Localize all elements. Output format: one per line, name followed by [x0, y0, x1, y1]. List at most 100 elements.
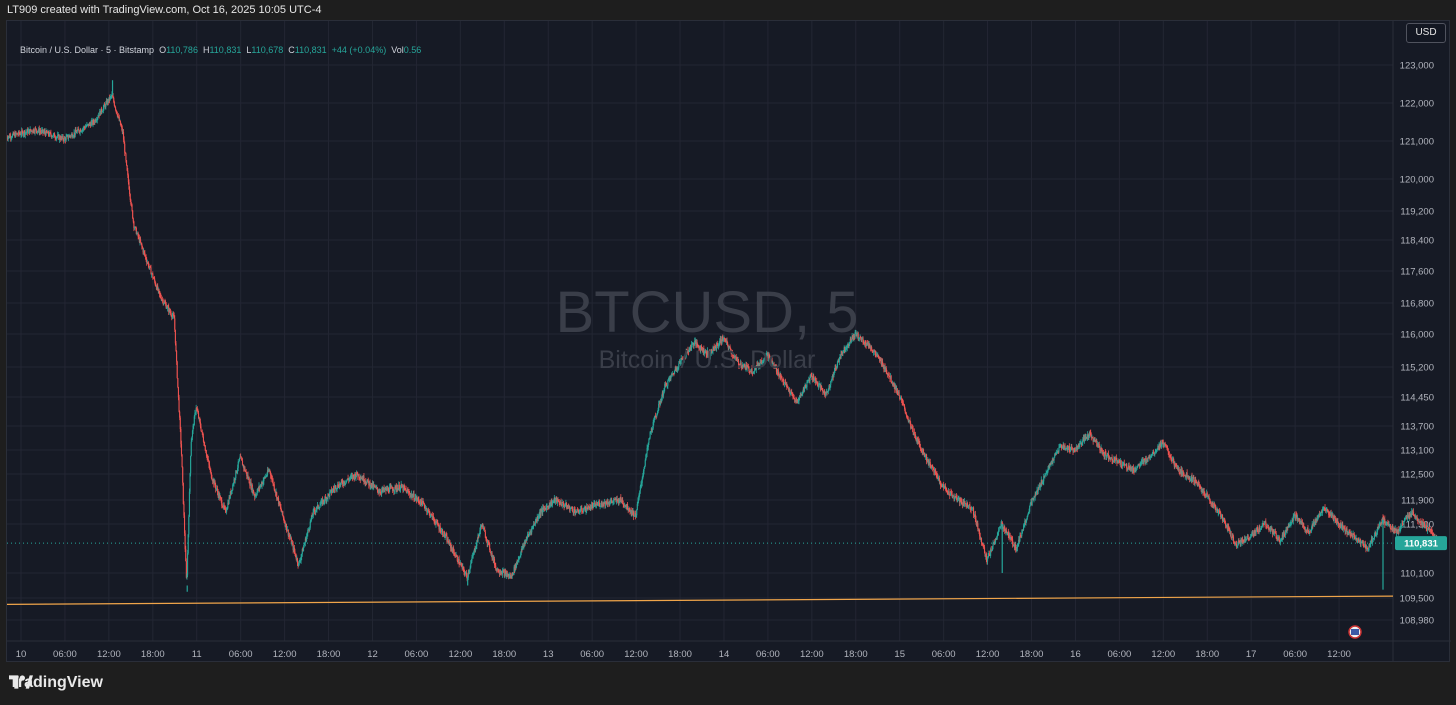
candle-body — [788, 390, 790, 392]
candle-body — [1151, 454, 1153, 457]
candle-body — [259, 485, 261, 488]
candle-body — [1201, 489, 1203, 491]
candle-body — [1162, 442, 1164, 446]
candle-body — [1203, 491, 1205, 496]
candle-body — [232, 484, 234, 490]
candle-body — [717, 344, 720, 347]
candle-body — [465, 572, 468, 576]
candle-body — [665, 383, 667, 386]
candle-body — [1196, 481, 1198, 483]
candle-body — [1015, 550, 1017, 552]
candle-body — [1013, 545, 1015, 547]
candle-body — [345, 482, 347, 484]
price-chart[interactable]: 123,000122,000121,000120,000119,200118,4… — [7, 21, 1451, 663]
candle-body — [823, 391, 825, 394]
candle-body — [445, 535, 447, 536]
candle-body — [627, 509, 629, 511]
candle-body — [1362, 541, 1364, 544]
candle-body — [694, 340, 696, 342]
candle-body — [1329, 515, 1331, 516]
time-tick-label: 18:00 — [141, 649, 165, 660]
candle-body — [1191, 476, 1193, 481]
candle-body — [1193, 477, 1195, 482]
candle-body — [1408, 515, 1410, 518]
candle-body — [233, 479, 235, 485]
time-tick-label: 06:00 — [1283, 649, 1307, 660]
candle-body — [278, 501, 280, 505]
candle-body — [54, 133, 56, 138]
candle-body — [674, 368, 676, 372]
candle-body — [1276, 538, 1278, 540]
candle-body — [1113, 457, 1115, 461]
candle-body — [1287, 527, 1289, 528]
candle-body — [137, 233, 139, 234]
candle-body — [519, 556, 521, 557]
candle-body — [677, 367, 679, 369]
candle-body — [183, 503, 185, 516]
candle-body — [428, 510, 430, 511]
candle-body — [1228, 529, 1230, 531]
candle-body — [690, 347, 692, 350]
candle-body — [1124, 464, 1126, 466]
candle-body — [386, 488, 388, 491]
candle-body — [1376, 527, 1379, 532]
candle-body — [52, 136, 54, 138]
candle-body — [1323, 507, 1325, 509]
candle-body — [123, 139, 125, 144]
candle-body — [1052, 459, 1055, 461]
candle-body — [852, 336, 854, 340]
candle-body — [1056, 451, 1058, 453]
candle-body — [1029, 503, 1031, 506]
candle-body — [987, 557, 989, 562]
currency-button[interactable]: USD — [1406, 23, 1446, 43]
candle-body — [853, 335, 855, 340]
candle-body — [633, 511, 635, 517]
price-tick-label: 111,900 — [1401, 496, 1434, 507]
candle-body — [592, 505, 594, 508]
candle-body — [1161, 440, 1163, 445]
candle-body — [1266, 527, 1268, 528]
candle-body — [720, 339, 722, 343]
candle-body — [932, 467, 934, 469]
candle-body — [942, 484, 944, 486]
candle-body — [265, 476, 267, 478]
candle-body — [1042, 481, 1044, 484]
candle-body — [486, 539, 488, 541]
candle-body — [961, 501, 963, 504]
candle-body — [44, 133, 46, 136]
chart-frame[interactable]: 123,000 122,000 121,000 120,000 119,200 118,4… — [6, 20, 1451, 663]
candle-body — [1163, 443, 1166, 445]
candle-body — [92, 120, 94, 125]
candle-body — [669, 378, 671, 380]
candle-body — [1103, 453, 1105, 457]
candle-body — [797, 401, 799, 402]
candle-body — [1202, 488, 1204, 493]
candle-body — [766, 353, 768, 355]
candle-body — [1428, 528, 1430, 530]
candle-body — [206, 455, 208, 457]
candle-body — [841, 351, 843, 353]
candle-body — [156, 285, 158, 290]
candle-body — [924, 453, 926, 458]
candle-body — [66, 135, 68, 137]
candle-body — [554, 497, 556, 502]
us-flag-stripe — [1351, 629, 1359, 635]
candle-body — [749, 371, 751, 373]
candle-body — [456, 555, 458, 557]
candle-body — [51, 136, 53, 138]
candle-body — [1307, 528, 1309, 532]
candle-body — [373, 485, 375, 487]
candle-body — [731, 351, 734, 356]
candle-body — [307, 530, 309, 534]
candle-body — [421, 501, 424, 506]
candle-body — [994, 542, 996, 544]
candle-body — [712, 346, 714, 352]
candle-body — [797, 401, 799, 402]
candle-body — [1390, 528, 1392, 530]
candle-body — [843, 347, 845, 351]
tradingview-logo[interactable]: TradingView — [9, 674, 103, 692]
price-tick-label: 116,800 — [1400, 299, 1434, 310]
candle-body — [24, 132, 26, 135]
price-tick-label: 121,000 — [1400, 137, 1434, 148]
candle-body — [190, 441, 192, 456]
